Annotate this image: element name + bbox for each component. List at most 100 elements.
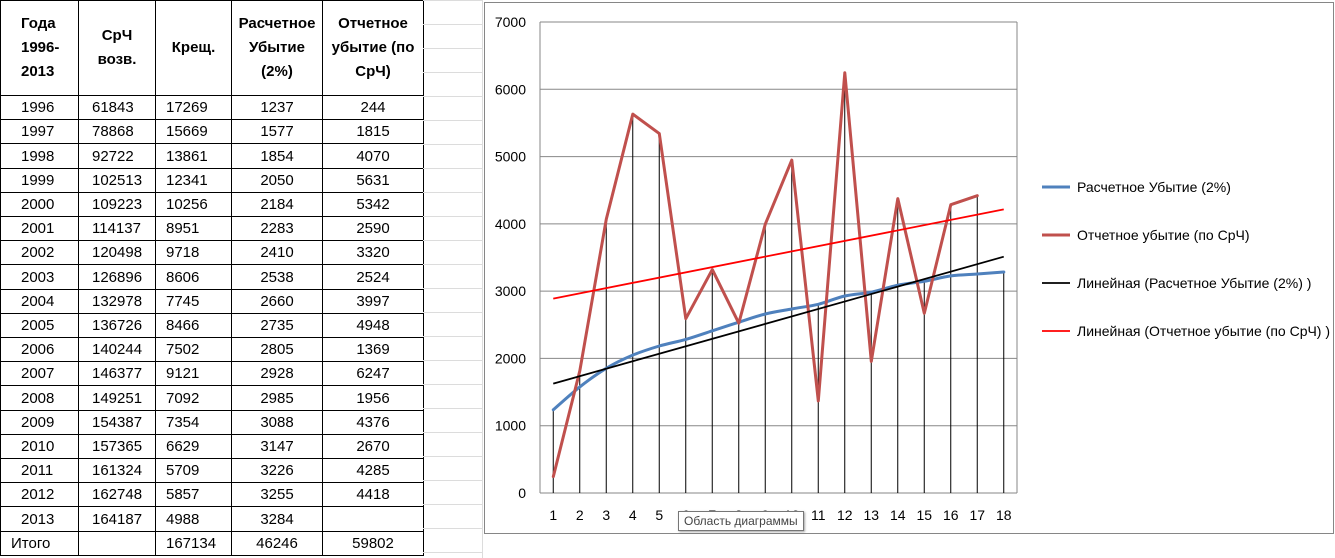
table-cell[interactable]: 1996 bbox=[0, 94, 79, 121]
table-cell[interactable]: 102513 bbox=[78, 167, 156, 193]
table-cell[interactable]: 2538 bbox=[231, 264, 323, 290]
table-cell[interactable]: 92722 bbox=[78, 143, 156, 169]
table-cell[interactable] bbox=[78, 530, 156, 557]
table-cell[interactable]: 2002 bbox=[0, 240, 79, 266]
table-cell[interactable]: 164187 bbox=[78, 506, 156, 532]
table-cell[interactable]: 2660 bbox=[231, 288, 323, 314]
table-cell[interactable]: 3997 bbox=[322, 288, 424, 314]
table-cell[interactable]: 2012 bbox=[0, 482, 79, 508]
table-cell[interactable]: 2000 bbox=[0, 191, 79, 218]
table-cell[interactable]: 2010 bbox=[0, 433, 79, 460]
table-cell[interactable]: 7354 bbox=[155, 409, 232, 435]
table-cell[interactable]: 3226 bbox=[231, 458, 323, 484]
table-cell[interactable]: 10256 bbox=[155, 191, 232, 218]
table-cell[interactable]: 78868 bbox=[78, 119, 156, 145]
table-cell[interactable]: 59802 bbox=[322, 530, 424, 557]
table-cell[interactable]: 1369 bbox=[322, 337, 424, 363]
chart-area[interactable]: 0100020003000400050006000700012345678910… bbox=[484, 2, 1334, 534]
table-cell[interactable]: 3088 bbox=[231, 409, 323, 435]
table-cell[interactable]: 2410 bbox=[231, 240, 323, 266]
table-cell[interactable]: 4070 bbox=[322, 143, 424, 169]
table-cell[interactable]: 5857 bbox=[155, 482, 232, 508]
table-cell[interactable]: 1237 bbox=[231, 94, 323, 121]
table-cell[interactable]: 244 bbox=[322, 94, 424, 121]
table-cell[interactable]: 2524 bbox=[322, 264, 424, 290]
table-cell[interactable]: 2008 bbox=[0, 385, 79, 411]
line-chart[interactable]: 0100020003000400050006000700012345678910… bbox=[485, 3, 1333, 533]
table-cell[interactable]: 2590 bbox=[322, 216, 424, 242]
table-cell[interactable]: 161324 bbox=[78, 458, 156, 484]
table-cell[interactable]: 2805 bbox=[231, 337, 323, 363]
table-cell[interactable]: 2670 bbox=[322, 433, 424, 460]
table-cell[interactable]: 7502 bbox=[155, 337, 232, 363]
header-cell-years[interactable]: Года 1996-2013 bbox=[0, 0, 79, 96]
table-cell[interactable]: 120498 bbox=[78, 240, 156, 266]
table-cell[interactable]: 4988 bbox=[155, 506, 232, 532]
table-cell[interactable]: 5342 bbox=[322, 191, 424, 218]
table-cell[interactable]: 1854 bbox=[231, 143, 323, 169]
table-cell[interactable]: 2006 bbox=[0, 337, 79, 363]
table-cell[interactable]: 2005 bbox=[0, 312, 79, 339]
table-cell[interactable]: 2050 bbox=[231, 167, 323, 193]
table-cell[interactable]: 4948 bbox=[322, 312, 424, 339]
table-cell[interactable]: 2283 bbox=[231, 216, 323, 242]
table-cell[interactable]: 167134 bbox=[155, 530, 232, 557]
table-cell[interactable]: 1998 bbox=[0, 143, 79, 169]
table-cell[interactable]: 7745 bbox=[155, 288, 232, 314]
table-cell[interactable]: 12341 bbox=[155, 167, 232, 193]
table-cell[interactable]: 136726 bbox=[78, 312, 156, 339]
table-cell[interactable]: 109223 bbox=[78, 191, 156, 218]
table-cell[interactable]: 154387 bbox=[78, 409, 156, 435]
table-cell[interactable]: 132978 bbox=[78, 288, 156, 314]
table-cell[interactable]: 2184 bbox=[231, 191, 323, 218]
table-cell[interactable]: 140244 bbox=[78, 337, 156, 363]
table-cell[interactable]: 3147 bbox=[231, 433, 323, 460]
table-cell[interactable]: 8466 bbox=[155, 312, 232, 339]
table-cell[interactable]: 3284 bbox=[231, 506, 323, 532]
table-cell[interactable]: 4418 bbox=[322, 482, 424, 508]
table-cell[interactable]: 4376 bbox=[322, 409, 424, 435]
table-cell[interactable]: 6629 bbox=[155, 433, 232, 460]
table-cell[interactable]: 15669 bbox=[155, 119, 232, 145]
table-cell[interactable]: 2928 bbox=[231, 361, 323, 387]
table-cell[interactable]: 1577 bbox=[231, 119, 323, 145]
table-cell[interactable]: 1997 bbox=[0, 119, 79, 145]
table-cell[interactable]: 2001 bbox=[0, 216, 79, 242]
table-cell[interactable] bbox=[322, 506, 424, 532]
header-cell-baptized[interactable]: Крещ. bbox=[155, 0, 232, 96]
table-cell[interactable]: 5631 bbox=[322, 167, 424, 193]
table-cell[interactable]: 157365 bbox=[78, 433, 156, 460]
header-cell-reported-loss[interactable]: Отчетное убытие (по СрЧ) bbox=[322, 0, 424, 96]
header-cell-calc-loss[interactable]: Расчетное Убытие (2%) bbox=[231, 0, 323, 96]
table-cell[interactable]: 61843 bbox=[78, 94, 156, 121]
table-cell[interactable]: 1999 bbox=[0, 167, 79, 193]
table-cell[interactable]: 8951 bbox=[155, 216, 232, 242]
table-cell[interactable]: 9718 bbox=[155, 240, 232, 266]
table-cell[interactable]: 9121 bbox=[155, 361, 232, 387]
table-cell[interactable]: 46246 bbox=[231, 530, 323, 557]
table-cell[interactable]: 149251 bbox=[78, 385, 156, 411]
table-cell[interactable]: 13861 bbox=[155, 143, 232, 169]
table-cell[interactable]: 2009 bbox=[0, 409, 79, 435]
table-cell[interactable]: 2007 bbox=[0, 361, 79, 387]
table-cell[interactable]: 1956 bbox=[322, 385, 424, 411]
table-cell[interactable]: Итого bbox=[0, 530, 79, 557]
table-cell[interactable]: 146377 bbox=[78, 361, 156, 387]
table-cell[interactable]: 2003 bbox=[0, 264, 79, 290]
table-cell[interactable]: 6247 bbox=[322, 361, 424, 387]
table-cell[interactable]: 4285 bbox=[322, 458, 424, 484]
table-cell[interactable]: 2011 bbox=[0, 458, 79, 484]
table-cell[interactable]: 2985 bbox=[231, 385, 323, 411]
table-cell[interactable]: 126896 bbox=[78, 264, 156, 290]
table-cell[interactable]: 2735 bbox=[231, 312, 323, 339]
table-cell[interactable]: 8606 bbox=[155, 264, 232, 290]
table-cell[interactable]: 3320 bbox=[322, 240, 424, 266]
table-cell[interactable]: 5709 bbox=[155, 458, 232, 484]
table-cell[interactable]: 2004 bbox=[0, 288, 79, 314]
header-cell-avg-count[interactable]: СрЧ возв. bbox=[78, 0, 156, 96]
table-cell[interactable]: 7092 bbox=[155, 385, 232, 411]
table-cell[interactable]: 2013 bbox=[0, 506, 79, 532]
table-cell[interactable]: 3255 bbox=[231, 482, 323, 508]
table-cell[interactable]: 114137 bbox=[78, 216, 156, 242]
table-cell[interactable]: 1815 bbox=[322, 119, 424, 145]
